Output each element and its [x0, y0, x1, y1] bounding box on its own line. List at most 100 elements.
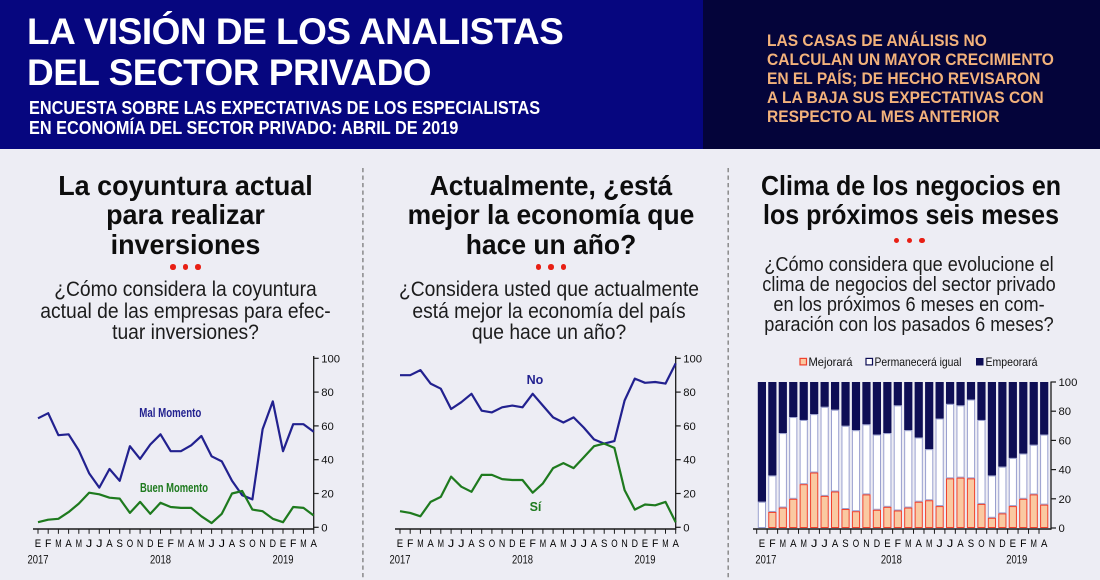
svg-text:A: A: [550, 538, 557, 550]
svg-text:O: O: [249, 538, 255, 550]
svg-text:S: S: [239, 538, 245, 550]
svg-text:S: S: [117, 538, 123, 550]
svg-text:N: N: [989, 538, 995, 550]
svg-text:J: J: [448, 538, 454, 550]
svg-text:J: J: [458, 538, 464, 550]
svg-text:N: N: [259, 538, 265, 550]
svg-text:O: O: [489, 538, 495, 550]
svg-text:A: A: [673, 538, 680, 550]
svg-text:2019: 2019: [1006, 553, 1027, 567]
svg-text:A: A: [468, 538, 475, 550]
svg-text:E: E: [35, 538, 41, 550]
svg-text:D: D: [999, 538, 1006, 550]
svg-text:A: A: [65, 538, 72, 550]
svg-text:A: A: [790, 538, 797, 550]
svg-text:J: J: [821, 538, 827, 550]
svg-text:A: A: [1041, 538, 1048, 550]
svg-text:80: 80: [321, 387, 334, 399]
svg-text:D: D: [270, 538, 277, 550]
svg-text:S: S: [968, 538, 974, 550]
svg-text:J: J: [219, 538, 225, 550]
svg-text:0: 0: [683, 522, 689, 534]
svg-text:M: M: [198, 538, 204, 550]
svg-text:O: O: [978, 538, 984, 550]
svg-text:M: M: [438, 538, 444, 550]
svg-text:Mejorará: Mejorará: [809, 355, 853, 369]
svg-text:2019: 2019: [273, 553, 294, 567]
svg-text:40: 40: [1059, 465, 1072, 477]
svg-text:60: 60: [1059, 435, 1072, 447]
svg-text:80: 80: [683, 387, 696, 399]
svg-text:80: 80: [1059, 406, 1072, 418]
svg-text:M: M: [540, 538, 546, 550]
svg-text:M: M: [801, 538, 807, 550]
svg-text:J: J: [811, 538, 817, 550]
svg-text:M: M: [76, 538, 82, 550]
svg-text:A: A: [832, 538, 839, 550]
svg-text:A: A: [229, 538, 236, 550]
svg-text:60: 60: [683, 421, 696, 433]
svg-text:S: S: [479, 538, 485, 550]
svg-text:2018: 2018: [512, 553, 533, 567]
svg-text:E: E: [1010, 538, 1016, 550]
svg-text:E: E: [884, 538, 890, 550]
svg-text:0: 0: [321, 522, 327, 534]
svg-text:N: N: [863, 538, 869, 550]
svg-text:A: A: [106, 538, 113, 550]
svg-text:J: J: [936, 538, 942, 550]
svg-text:M: M: [926, 538, 932, 550]
svg-text:20: 20: [683, 489, 696, 501]
svg-text:J: J: [208, 538, 214, 550]
svg-text:2017: 2017: [755, 553, 776, 567]
svg-text:20: 20: [321, 489, 334, 501]
svg-text:J: J: [581, 538, 587, 550]
svg-text:M: M: [300, 538, 306, 550]
svg-text:E: E: [519, 538, 525, 550]
svg-text:Empeorará: Empeorará: [986, 355, 1038, 369]
svg-text:Buen Momento: Buen Momento: [140, 481, 208, 495]
svg-text:N: N: [499, 538, 505, 550]
svg-text:2018: 2018: [150, 553, 171, 567]
svg-text:M: M: [417, 538, 423, 550]
svg-text:2017: 2017: [390, 553, 411, 567]
svg-text:D: D: [632, 538, 639, 550]
svg-text:A: A: [916, 538, 923, 550]
svg-text:J: J: [947, 538, 953, 550]
svg-text:A: A: [311, 538, 318, 550]
svg-text:J: J: [96, 538, 102, 550]
svg-text:M: M: [905, 538, 911, 550]
svg-text:100: 100: [321, 353, 340, 365]
svg-text:O: O: [127, 538, 133, 550]
svg-text:2017: 2017: [28, 553, 49, 567]
svg-text:20: 20: [1059, 494, 1072, 506]
svg-text:E: E: [280, 538, 286, 550]
svg-text:A: A: [957, 538, 964, 550]
svg-text:Mal Momento: Mal Momento: [139, 406, 201, 420]
svg-text:F: F: [407, 538, 414, 550]
svg-text:F: F: [652, 538, 659, 550]
svg-text:40: 40: [683, 455, 696, 467]
svg-text:M: M: [1031, 538, 1037, 550]
svg-text:M: M: [178, 538, 184, 550]
svg-text:A: A: [188, 538, 195, 550]
svg-text:E: E: [397, 538, 403, 550]
svg-text:100: 100: [1059, 377, 1078, 389]
svg-text:F: F: [895, 538, 902, 550]
svg-text:F: F: [168, 538, 175, 550]
svg-text:M: M: [662, 538, 668, 550]
svg-text:No: No: [527, 373, 544, 387]
svg-text:A: A: [427, 538, 434, 550]
svg-text:F: F: [45, 538, 52, 550]
svg-text:J: J: [570, 538, 576, 550]
svg-text:2019: 2019: [635, 553, 656, 567]
svg-text:Permanecerá igual: Permanecerá igual: [875, 355, 962, 369]
svg-text:O: O: [611, 538, 617, 550]
svg-text:N: N: [137, 538, 143, 550]
svg-text:100: 100: [683, 353, 702, 365]
svg-text:N: N: [621, 538, 627, 550]
svg-text:M: M: [780, 538, 786, 550]
svg-text:60: 60: [321, 421, 334, 433]
svg-text:D: D: [509, 538, 516, 550]
svg-text:40: 40: [321, 455, 334, 467]
svg-text:D: D: [147, 538, 154, 550]
